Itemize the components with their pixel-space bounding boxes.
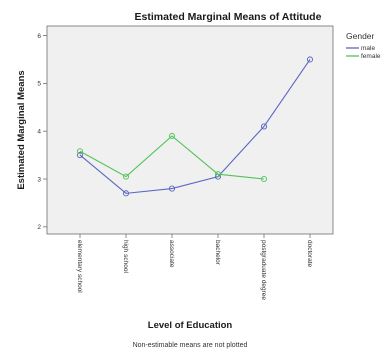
x-tick-label-2: associate [168, 240, 175, 268]
chart-footnote: Non-estimable means are not plotted [133, 342, 248, 349]
x-tick-label-5: doctorate [306, 240, 313, 267]
data-point-male-0 [76, 152, 84, 159]
x-tick-label-4: postgraduate degree [260, 240, 267, 300]
series-line-female [79, 135, 265, 180]
data-point-female-0 [76, 148, 84, 155]
legend-label-male: male [361, 45, 375, 52]
y-axis-label: Estimated Marginal Means [16, 70, 27, 189]
legend-title: Gender [346, 31, 375, 41]
x-tick-label-1: high school [122, 240, 129, 273]
data-point-female-3 [214, 171, 222, 178]
x-axis-ticks: elementary school high school associate bac… [76, 234, 313, 300]
y-tick-label-1: 3 [37, 176, 41, 183]
data-point-male-4 [260, 123, 268, 130]
data-point-female-2 [168, 132, 176, 140]
x-tick-label-3: bachelor [214, 240, 221, 266]
data-point-female-4 [260, 175, 268, 183]
data-point-male-5 [306, 56, 314, 63]
legend-label-female: female [361, 53, 381, 60]
plot-area [46, 25, 334, 235]
y-tick-label-2: 4 [37, 128, 41, 135]
y-tick-label-0: 2 [37, 224, 41, 231]
y-axis-ticks: 2 3 4 5 6 [37, 33, 47, 231]
chart-title: Estimated Marginal Means of Attitude [135, 11, 322, 23]
series-layer [76, 56, 314, 197]
data-point-male-2 [168, 185, 176, 192]
y-tick-label-4: 6 [37, 33, 41, 40]
data-point-male-1 [122, 190, 130, 197]
series-line-male [79, 59, 311, 194]
y-tick-label-3: 5 [37, 81, 41, 88]
x-tick-label-0: elementary school [76, 240, 83, 293]
x-axis-label: Level of Education [148, 320, 233, 331]
data-point-female-1 [122, 173, 130, 180]
